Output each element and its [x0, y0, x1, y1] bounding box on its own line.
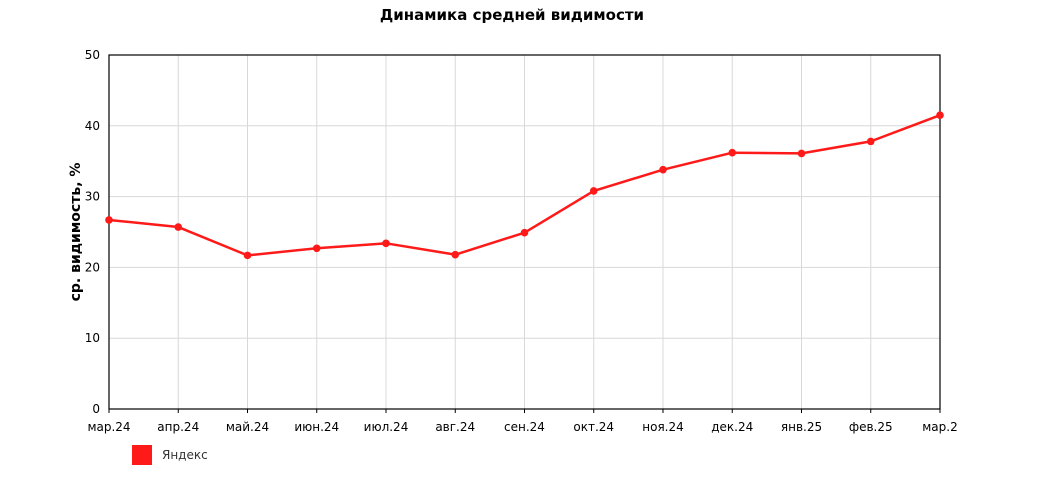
data-point: [589, 187, 598, 195]
x-tick-label: июл.24: [364, 420, 409, 434]
y-tick-label: 30: [85, 190, 100, 204]
data-point: [797, 149, 806, 158]
x-tick-label: мар.2: [922, 420, 957, 434]
x-tick-label: июн.24: [294, 420, 339, 434]
x-tick-label: сен.24: [504, 420, 545, 434]
y-tick-label: 10: [85, 331, 100, 345]
y-tick-label: 50: [85, 48, 100, 62]
x-tick-label: дек.24: [711, 420, 753, 434]
data-point: [382, 239, 390, 248]
data-point: [174, 223, 183, 231]
data-point: [520, 228, 529, 237]
plot-frame: [108, 54, 941, 410]
legend-label-yandex: Яндекс: [162, 448, 208, 462]
x-tick-label: фев.25: [849, 420, 893, 434]
legend-swatch-yandex: [132, 445, 152, 465]
x-tick-label: апр.24: [157, 420, 199, 434]
data-point: [243, 251, 252, 260]
y-tick-label: 20: [85, 260, 100, 274]
data-point: [451, 250, 460, 259]
y-tick-label: 0: [92, 402, 100, 416]
x-tick-label: май.24: [226, 420, 269, 434]
data-point: [728, 148, 737, 157]
chart-title: Динамика средней видимости: [379, 6, 645, 24]
data-point: [312, 244, 321, 253]
data-point: [105, 216, 113, 224]
x-tick-label: мар.24: [87, 420, 130, 434]
x-tick-label: янв.25: [781, 420, 822, 434]
x-tick-label: окт.24: [573, 420, 614, 434]
data-point: [866, 137, 875, 146]
x-tick-label: авг.24: [435, 420, 475, 434]
y-tick-label: 40: [85, 119, 100, 133]
data-point: [936, 111, 944, 119]
x-tick-label: ноя.24: [642, 420, 684, 434]
legend: Яндекс: [132, 445, 208, 465]
data-point: [659, 165, 667, 174]
